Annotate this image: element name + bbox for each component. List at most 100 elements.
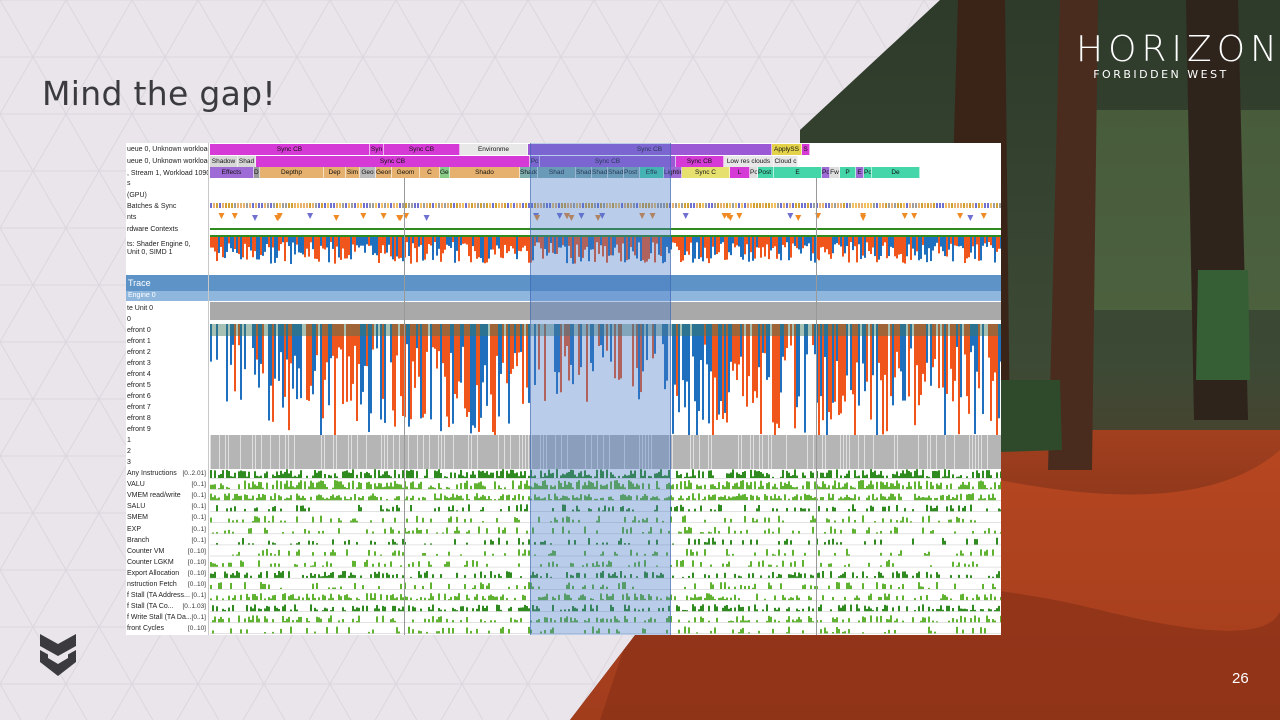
counter-bar (252, 495, 254, 501)
wavefront-bar (956, 324, 958, 347)
marker-markers_row3-16[interactable]: Post pr (624, 167, 640, 178)
counter-bar (960, 594, 962, 601)
counter-bar (564, 593, 566, 601)
simd-activity-bar (924, 236, 926, 255)
wavefront-bar (554, 324, 556, 372)
counter-bar (520, 480, 522, 490)
counter-bar (770, 585, 772, 589)
counter-bar (308, 507, 310, 512)
marker-markers_row3-15[interactable]: Shad (608, 167, 624, 178)
marker-markers_row3-27[interactable]: E (856, 167, 864, 178)
marker-markers_row3-6[interactable]: Geometr (376, 167, 392, 178)
wavefront-bar (728, 324, 730, 393)
wavefront-bar (722, 324, 724, 419)
marker-markers_row3-10[interactable]: Shado (450, 167, 520, 178)
marker-markers_row3-17[interactable]: Effe (640, 167, 664, 178)
marker-markers_row2-7[interactable]: Cloud c (774, 156, 798, 167)
simd-activity-bar (258, 236, 260, 260)
marker-markers_row3-1[interactable]: Depthprime (254, 167, 260, 178)
marker-markers_row3-23[interactable]: E (774, 167, 822, 178)
marker-markers_row3-11[interactable]: Shadows (520, 167, 538, 178)
counter-bar (318, 531, 320, 534)
counter-bar (660, 598, 662, 601)
simd-activity-bar (726, 236, 728, 260)
marker-markers_row2-4[interactable]: Sync CB (540, 156, 676, 167)
trace-header[interactable]: Trace (126, 275, 1001, 291)
batch-tick (771, 203, 773, 208)
counter-bar (476, 561, 478, 567)
marker-markers_row3-5[interactable]: Geo (360, 167, 376, 178)
marker-markers_row3-21[interactable]: Post (750, 167, 758, 178)
marker-markers_row3-20[interactable]: L (730, 167, 750, 178)
marker-markers_row2-1[interactable]: Shad (238, 156, 256, 167)
counter-bar (464, 482, 466, 490)
wavefront-bar (970, 324, 972, 353)
counter-bar (452, 628, 454, 634)
counter-bar (770, 564, 772, 567)
marker-markers_row3-24[interactable]: Post (822, 167, 830, 178)
wavefront-bar (492, 324, 494, 432)
marker-markers_row3-3[interactable]: Dep (324, 167, 346, 178)
marker-markers_row3-19[interactable]: Sync C (682, 167, 730, 178)
marker-markers_row3-0[interactable]: Effects (210, 167, 254, 178)
wavefront-bar (904, 324, 906, 401)
counter-bar (228, 562, 230, 567)
marker-markers_row3-28[interactable]: Post process (864, 167, 872, 178)
marker-markers_row2-3[interactable]: Pc (530, 156, 540, 167)
counter-bar (812, 621, 814, 623)
counter-bar (974, 615, 976, 623)
counter-bar (868, 595, 870, 601)
counter-bar (756, 539, 758, 545)
marker-markers_row3-25[interactable]: Fw (830, 167, 840, 178)
marker-markers_row1-3[interactable]: Environme (460, 144, 528, 155)
marker-markers_row1-4[interactable]: Sync CB (528, 144, 772, 155)
marker-markers_row3-7[interactable]: Geom (392, 167, 420, 178)
marker-markers_row2-2[interactable]: Sync CB (256, 156, 530, 167)
marker-markers_row2-0[interactable]: Shadow (210, 156, 238, 167)
marker-markers_row3-14[interactable]: Shad (592, 167, 608, 178)
marker-markers_row3-18[interactable]: Lighting (664, 167, 682, 178)
marker-markers_row1-5[interactable]: ApplySS (772, 144, 802, 155)
marker-markers_row3-2[interactable]: Depthp (260, 167, 324, 178)
counter-bar (596, 617, 598, 623)
counter-bar (516, 505, 518, 512)
marker-markers_row3-4[interactable]: Sim (346, 167, 360, 178)
batch-tick (993, 203, 995, 208)
marker-markers_row1-1[interactable]: Syn (370, 144, 384, 155)
marker-markers_row1-6[interactable]: S (802, 144, 810, 155)
marker-markers_row1-0[interactable]: Sync CB (210, 144, 370, 155)
counter-bar (714, 541, 716, 545)
marker-markers_row2-5[interactable]: Sync CB (676, 156, 724, 167)
wavefront-bar (372, 324, 374, 350)
engine-header[interactable]: Engine 0 (126, 291, 1001, 301)
marker-markers_row3-12[interactable]: Shad (538, 167, 576, 178)
counter-bar (312, 541, 314, 545)
marker-markers_row3-22[interactable]: Post process (758, 167, 774, 178)
marker-markers_row3-29[interactable]: De (872, 167, 920, 178)
wavefront-bar (652, 324, 654, 359)
marker-markers_row3-9[interactable]: Geometry (440, 167, 450, 178)
counter-bar (956, 619, 958, 623)
counter-bar (914, 481, 916, 490)
counter-bar (880, 539, 882, 545)
marker-markers_row1-2[interactable]: Sync CB (384, 144, 460, 155)
simd-activity-bar (250, 236, 252, 251)
counter-bar (398, 608, 400, 612)
counter-bar (254, 508, 256, 512)
counter-bar (808, 481, 810, 490)
simd-activity-bar (790, 236, 792, 258)
counter-bar (564, 618, 566, 623)
wavefront-bar (902, 324, 904, 401)
marker-markers_row2-6[interactable]: Low res clouds (724, 156, 774, 167)
counter-bar (238, 484, 240, 490)
batch-tick (690, 203, 692, 208)
marker-markers_row3-13[interactable]: Shad (576, 167, 592, 178)
counter-bar (550, 553, 552, 556)
counter-bar (566, 584, 568, 589)
counter-bar (340, 497, 342, 501)
marker-markers_row3-26[interactable]: P (840, 167, 856, 178)
marker-markers_row3-8[interactable]: C (420, 167, 440, 178)
batch-tick (402, 203, 404, 208)
counter-bar (772, 571, 774, 578)
simd-activity-bar (308, 236, 310, 257)
